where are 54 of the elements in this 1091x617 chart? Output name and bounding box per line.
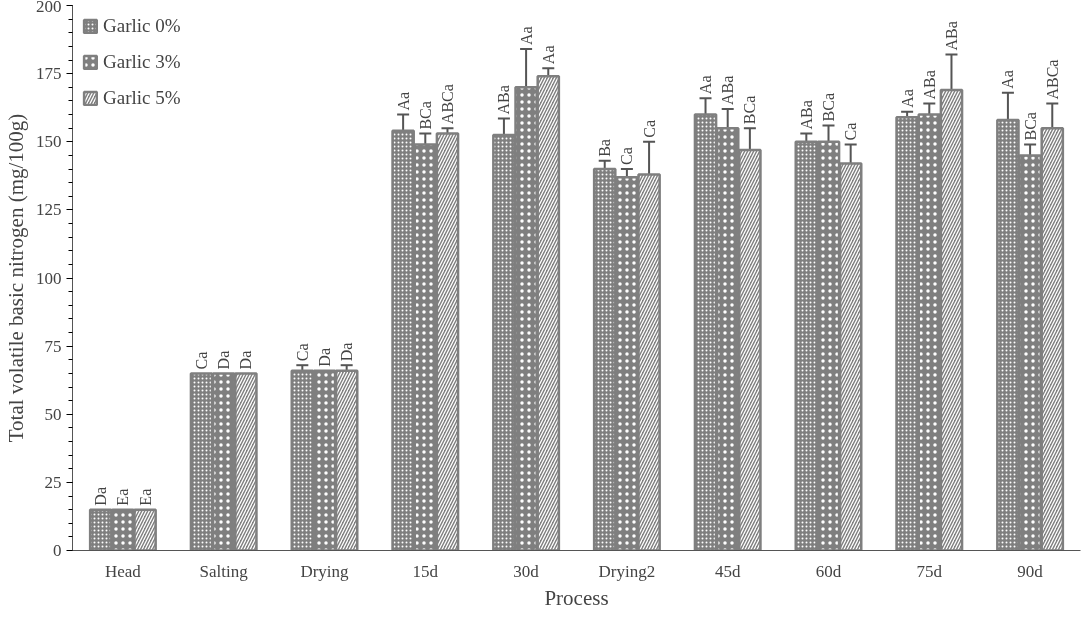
data-label: ABa xyxy=(942,21,960,51)
x-tick-label: 30d xyxy=(513,561,540,581)
x-tick-label: Salting xyxy=(199,561,249,581)
data-label: ABa xyxy=(719,75,737,106)
legend-label: Garlic 5% xyxy=(103,87,181,109)
data-label: Ca xyxy=(640,119,658,138)
y-tick-label: 150 xyxy=(36,132,62,152)
x-tick-label: Drying2 xyxy=(598,561,656,581)
data-label: BCa xyxy=(416,101,434,130)
data-label: Da xyxy=(338,342,356,362)
data-label: Aa xyxy=(898,89,916,108)
y-tick-label: 0 xyxy=(53,541,62,560)
x-tick-label: 15d xyxy=(412,561,439,581)
data-label: ABCa xyxy=(1043,59,1061,100)
y-tick-label: 175 xyxy=(36,64,62,84)
data-label: ABa xyxy=(495,85,513,115)
data-label: Ca xyxy=(293,343,311,362)
y-tick-label: 75 xyxy=(44,336,62,356)
x-tick-label: 90d xyxy=(1017,561,1044,581)
data-label: Aa xyxy=(394,91,412,111)
x-tick-label: 75d xyxy=(916,561,943,581)
y-axis-title: Total volatile basic nitrogen (mg/100g) xyxy=(4,113,28,443)
x-tick-label: 60d xyxy=(815,561,842,581)
data-label: ABCa xyxy=(438,84,456,125)
data-label: BCa xyxy=(820,92,837,122)
y-tick-label: 25 xyxy=(44,472,62,492)
data-label: Ca xyxy=(193,351,211,370)
data-label: Aa xyxy=(999,70,1017,89)
y-tick-label: 100 xyxy=(36,268,62,288)
y-tick-label: 125 xyxy=(36,200,62,220)
y-tick-label: 50 xyxy=(44,404,62,424)
data-label: Ea xyxy=(114,488,132,506)
data-label: Ca xyxy=(842,122,860,141)
data-label: BCa xyxy=(1021,112,1039,141)
data-label: Da xyxy=(237,350,255,370)
data-label: Aa xyxy=(539,45,557,65)
x-tick-label: Drying xyxy=(300,561,350,581)
data-label: Da xyxy=(92,486,110,506)
y-tick-label: 200 xyxy=(36,0,62,16)
x-tick-label: Head xyxy=(104,561,142,581)
data-label: Aa xyxy=(697,75,715,95)
data-label: Aa xyxy=(517,26,535,46)
legend-label: Garlic 3% xyxy=(103,51,181,73)
legend-label: Garlic 0% xyxy=(103,15,181,37)
data-label: Ca xyxy=(618,147,636,165)
data-label: Ba xyxy=(596,139,614,157)
data-label: Da xyxy=(316,347,333,367)
data-label: ABa xyxy=(797,100,815,130)
data-label: Da xyxy=(215,350,233,370)
data-label: Ea xyxy=(136,488,154,506)
x-tick-label: 45d xyxy=(714,561,741,581)
data-label: BCa xyxy=(741,95,759,125)
data-label: ABa xyxy=(920,70,938,100)
x-axis-title: Process xyxy=(544,585,609,610)
